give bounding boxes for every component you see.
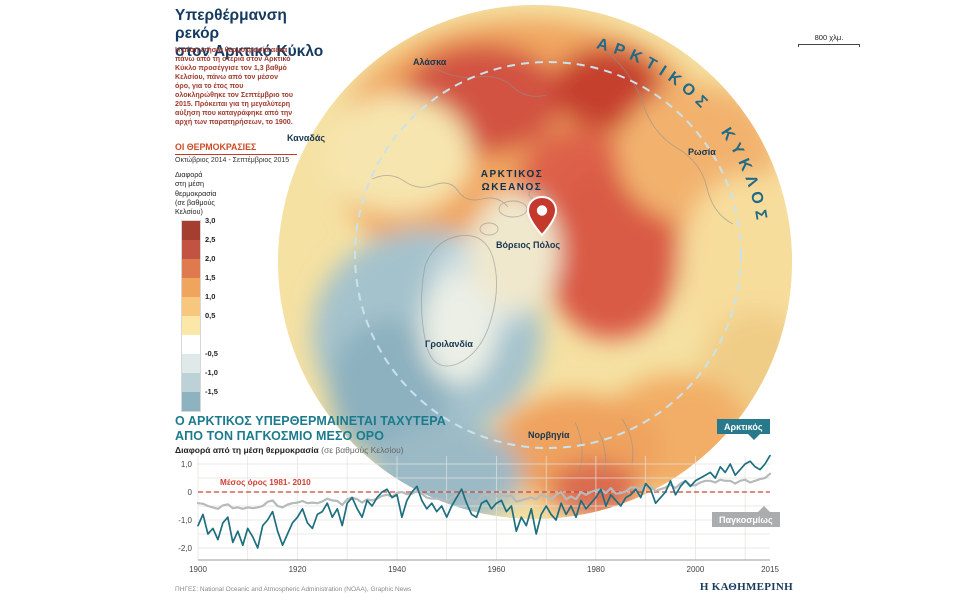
sources-credit: ΠΗΓΕΣ: National Oceanic and Atmospheric … <box>175 586 412 593</box>
chart-title-line1: Ο ΑΡΚΤΙΚΟΣ ΥΠΕΡΘΕΡΜΑΙΝΕΤΑΙ ΤΑΧΥΤΕΡΑ <box>175 414 446 428</box>
page-title-line1: Υπερθέρμανση ρεκόρ <box>175 7 287 42</box>
temperature-color-scale <box>181 220 201 412</box>
map-scalebar-line <box>798 44 860 47</box>
svg-text:1,0: 1,0 <box>181 460 193 469</box>
chart-title: Ο ΑΡΚΤΙΚΟΣ ΥΠΕΡΘΕΡΜΑΙΝΕΤΑΙ ΤΑΧΥΤΕΡΑ ΑΠΟ … <box>175 414 465 444</box>
map-label-greenland: Γροιλανδία <box>425 339 473 349</box>
scale-tick-label: -1,0 <box>205 368 218 377</box>
map-label-arctic-ocean: ΑΡΚΤΙΚΟΣ ΩΚΕΑΝΟΣ <box>462 168 562 194</box>
legend-period: Οκτώβριος 2014 - Σεπτέμβριος 2015 <box>175 157 290 164</box>
legend-heading: ΟΙ ΘΕΡΜΟΚΡΑΣΙΕΣ <box>175 142 297 155</box>
scale-tick-label: -1,5 <box>205 387 218 396</box>
svg-text:Μέσος όρος 1981- 2010: Μέσος όρος 1981- 2010 <box>220 478 311 487</box>
series-badge-arctic: Αρκτικός <box>717 419 770 440</box>
map-scalebar: 800 χλμ. <box>798 33 860 47</box>
scale-caption-line: Κελσίου) <box>175 207 203 217</box>
scale-caption-line: θερμοκρασία <box>175 188 217 198</box>
svg-text:1920: 1920 <box>289 565 307 574</box>
map-label-canada: Καναδάς <box>287 133 326 143</box>
scale-caption-line: στη μέση <box>175 179 205 189</box>
ocean-line2: ΩΚΕΑΝΟΣ <box>481 182 543 193</box>
scale-tick-label: 2,5 <box>205 235 216 244</box>
ocean-line1: ΑΡΚΤΙΚΟΣ <box>480 169 544 180</box>
chart-subtitle: Διαφορά από τη μέση θερμοκρασία (σε βαθμ… <box>175 445 475 455</box>
map-artwork <box>278 5 792 519</box>
scale-tick-label: 2,0 <box>205 254 216 263</box>
scale-caption: Διαφορά στη μέση θερμοκρασία (σε βαθμούς… <box>175 170 235 217</box>
svg-text:1960: 1960 <box>488 565 506 574</box>
scale-tick-label: 3,0 <box>205 216 216 225</box>
scale-band <box>182 297 200 316</box>
scale-tick-label: 1,0 <box>205 292 216 301</box>
chart-subtitle-light: (σε βαθμούς Κελσίου) <box>321 445 404 455</box>
chart-subtitle-bold: Διαφορά από τη μέση θερμοκρασία <box>175 445 319 455</box>
scale-band <box>182 392 200 411</box>
scale-band <box>182 278 200 297</box>
scale-band <box>182 316 200 335</box>
scale-band <box>182 221 200 240</box>
scale-tick-label: -0,5 <box>205 349 218 358</box>
coastlines <box>371 51 734 477</box>
scale-band <box>182 354 200 373</box>
svg-text:1900: 1900 <box>189 565 207 574</box>
map-label-russia: Ρωσία <box>688 147 716 157</box>
map-scalebar-label: 800 χλμ. <box>814 33 844 42</box>
svg-text:2015: 2015 <box>761 565 779 574</box>
scale-band <box>182 373 200 392</box>
svg-text:-1,0: -1,0 <box>178 516 192 525</box>
series-badge-global: Παγκοσμίως <box>712 506 780 527</box>
scale-tick-label: 0,5 <box>205 311 216 320</box>
arctic-circle-line <box>354 61 742 449</box>
scale-band <box>182 335 200 354</box>
scale-tick-label: 1,5 <box>205 273 216 282</box>
scale-band <box>182 240 200 259</box>
arctic-map: ΑΡΚΤΙΚΟΣ ΚΥΚΛΟΣ <box>278 5 792 519</box>
svg-text:-2,0: -2,0 <box>178 544 192 553</box>
scale-caption-line: Διαφορά <box>175 170 203 179</box>
map-label-north-pole: Βόρειος Πόλος <box>496 240 561 250</box>
north-pole-pin <box>526 195 558 237</box>
scale-caption-line: (σε βαθμούς <box>175 198 215 208</box>
svg-text:1980: 1980 <box>587 565 605 574</box>
map-label-norway: Νορβηγία <box>528 430 570 440</box>
scale-band <box>182 259 200 278</box>
page-title-line2: στον Αρκτικό Κύκλο <box>175 42 324 60</box>
temperature-anomaly-chart: 1,0 0 -1,0 -2,0 1900 1920 1940 1960 1980 2000 2015… <box>178 454 779 574</box>
svg-text:0: 0 <box>188 488 193 497</box>
map-label-alaska: Αλάσκα <box>413 57 447 67</box>
page-title: Υπερθέρμανση ρεκόρ στον Αρκτικό Κύκλο <box>175 7 335 60</box>
svg-text:1940: 1940 <box>388 565 406 574</box>
chart-title-line2: ΑΠΟ ΤΟΝ ΠΑΓΚΟΣΜΙΟ ΜΕΣΟ ΟΡΟ <box>175 428 385 443</box>
svg-text:2000: 2000 <box>687 565 705 574</box>
publisher-logo: Η ΚΑΘΗΜΕΡΙΝΗ <box>699 581 793 593</box>
intro-paragraph: Η μέση ετήσια θερμοκρασία αέρα πάνω από … <box>175 46 294 126</box>
